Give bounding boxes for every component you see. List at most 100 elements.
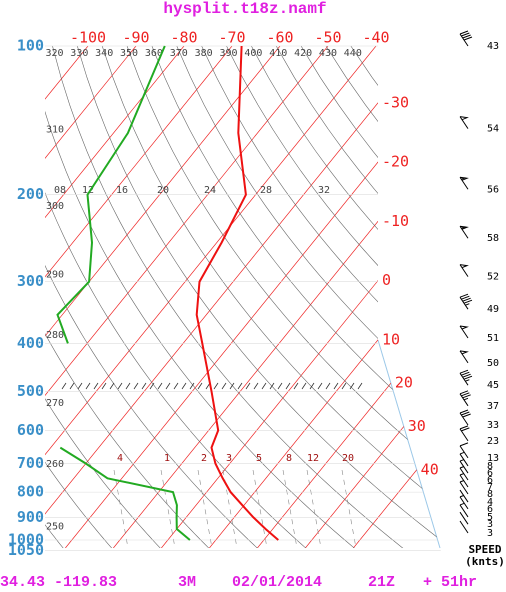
isotherm-label: -50: [314, 29, 341, 47]
y-tick-label: 700: [17, 454, 44, 472]
dry-adiabat: [45, 46, 261, 548]
hatch: [85, 382, 91, 390]
y-tick-label: 1050: [8, 541, 44, 559]
theta-label: 370: [170, 48, 188, 59]
theta-label: 250: [46, 522, 64, 533]
footer-text: 02/01/2014: [232, 574, 322, 591]
hatch: [157, 382, 163, 390]
wind-barb: [459, 325, 469, 339]
hatch: [181, 382, 187, 390]
isotherm: [257, 46, 440, 548]
sounding-line: [56, 45, 191, 541]
wind-barb: [459, 390, 471, 407]
dry-adiabat: [201, 46, 440, 548]
dry-adiabat: [45, 46, 66, 548]
hatch: [149, 382, 155, 390]
isotherm-label: 30: [408, 417, 426, 435]
wind-barb: [459, 176, 469, 190]
wind-speed-label: 49: [487, 304, 499, 315]
y-tick-label: 500: [17, 382, 44, 400]
wind-barb: [459, 451, 469, 467]
isotherm: [113, 46, 440, 548]
footer-text: 34.43 -119.83: [0, 574, 117, 591]
wind-speed-label: 58: [487, 233, 499, 244]
dry-adiabat: [275, 46, 440, 548]
wind-barb: [459, 225, 469, 239]
hatch: [269, 382, 275, 390]
isotherm-label: -30: [382, 93, 409, 111]
dry-adiabat: [45, 46, 358, 548]
isotherm-label: 40: [421, 460, 439, 478]
hatch: [133, 382, 139, 390]
wind-speed-label: 7: [487, 482, 493, 493]
isotherm: [65, 46, 440, 548]
hatch: [357, 382, 363, 390]
wind-barb: [459, 425, 470, 442]
hatch: [333, 382, 339, 390]
mixing-label: 1: [164, 453, 170, 464]
wind-speed-label: 51: [487, 333, 499, 344]
mixing-line: [252, 469, 268, 548]
hatch: [237, 382, 243, 390]
hatch: [93, 382, 99, 390]
theta-label: 320: [45, 48, 63, 59]
theta-label: 400: [244, 48, 262, 59]
wind-speed-label: 4: [487, 497, 493, 508]
hatch: [173, 382, 179, 390]
footer-text: 21Z: [368, 574, 395, 591]
isotherm: [45, 46, 233, 548]
isotherm: [305, 46, 440, 548]
theta-label: 350: [120, 48, 138, 59]
hatch: [213, 382, 219, 390]
hatch: [61, 382, 67, 390]
hatch: [301, 382, 307, 390]
wind-speed-label: 8: [487, 461, 493, 472]
y-tick-label: 300: [17, 272, 44, 290]
wind-speed-label: 13: [487, 453, 499, 464]
wind-barb: [459, 459, 469, 474]
y-tick-label: 400: [17, 334, 44, 352]
hatch: [165, 382, 171, 390]
wind-speed-label: 56: [487, 184, 499, 195]
theta-label: 290: [46, 269, 64, 280]
moist-label: 28: [260, 185, 272, 196]
theta-label: 330: [70, 48, 88, 59]
wind-speed-label: 52: [487, 272, 499, 283]
theta-label: 380: [195, 48, 213, 59]
wind-speed-label: 45: [487, 380, 499, 391]
footer-text: + 51hr: [423, 574, 477, 591]
isotherm: [45, 46, 137, 548]
mixing-line: [306, 469, 322, 548]
moist-label: 32: [318, 185, 330, 196]
wind-speed-label: 6: [487, 504, 493, 515]
wind-barb: [459, 489, 469, 503]
dry-adiabat: [151, 46, 440, 548]
moist-label: 24: [204, 185, 216, 196]
wind-speed-label: 8: [487, 489, 493, 500]
theta-label: 280: [46, 330, 64, 341]
mixing-line: [282, 469, 298, 548]
mixing-label: 2: [201, 453, 207, 464]
mixing-label: 3: [226, 453, 232, 464]
hatch: [285, 382, 291, 390]
wind-barb: [459, 520, 469, 534]
dry-adiabat: [45, 46, 115, 548]
theta-label: 300: [46, 201, 64, 212]
isotherm-label: -80: [170, 29, 197, 47]
wind-speed-label: 6: [487, 475, 493, 486]
hatch: [277, 382, 283, 390]
wind-barb: [459, 293, 473, 310]
hatch: [341, 382, 347, 390]
wind-barb: [459, 473, 469, 488]
isotherm-label: -100: [70, 29, 106, 47]
wind-speed-label: 5: [487, 512, 493, 523]
isotherm-label: -40: [362, 29, 389, 47]
wind-speed-label: 3: [487, 519, 493, 530]
hatch: [349, 382, 355, 390]
dry-adiabat: [226, 46, 440, 548]
speed-label: SPEED: [468, 543, 501, 556]
mixing-line: [160, 469, 176, 548]
hatch: [125, 382, 131, 390]
wind-speed-label: 54: [487, 124, 499, 135]
